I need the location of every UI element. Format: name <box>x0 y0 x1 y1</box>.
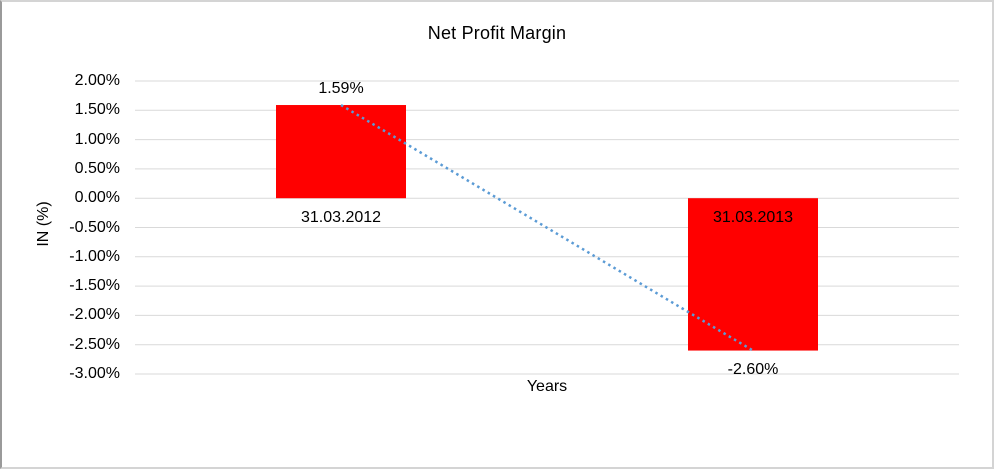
y-tick-label: -0.50% <box>69 218 120 236</box>
category-label: 31.03.2013 <box>712 209 794 227</box>
category-label: 31.03.2012 <box>300 209 382 227</box>
bar-value-label: -2.60% <box>727 360 779 378</box>
y-tick-label: 1.00% <box>74 130 120 148</box>
chart-title: Net Profit Margin <box>427 23 567 43</box>
y-tick-label: -1.00% <box>69 247 120 265</box>
y-tick-label: -2.00% <box>69 306 120 324</box>
y-tick-label: -2.50% <box>69 335 120 353</box>
y-tick-label: -1.50% <box>69 277 120 295</box>
y-tick-label: 0.00% <box>74 189 120 207</box>
trendline <box>340 103 754 352</box>
y-tick-label: -3.00% <box>69 365 120 382</box>
bar-31.03.2012 <box>276 105 406 199</box>
y-tick-label: 2.00% <box>74 72 120 89</box>
bar-value-label: 1.59% <box>318 80 364 98</box>
y-tick-label: 1.50% <box>74 101 120 119</box>
x-axis-title: Years <box>526 378 568 395</box>
y-tick-label: 0.50% <box>74 159 120 177</box>
